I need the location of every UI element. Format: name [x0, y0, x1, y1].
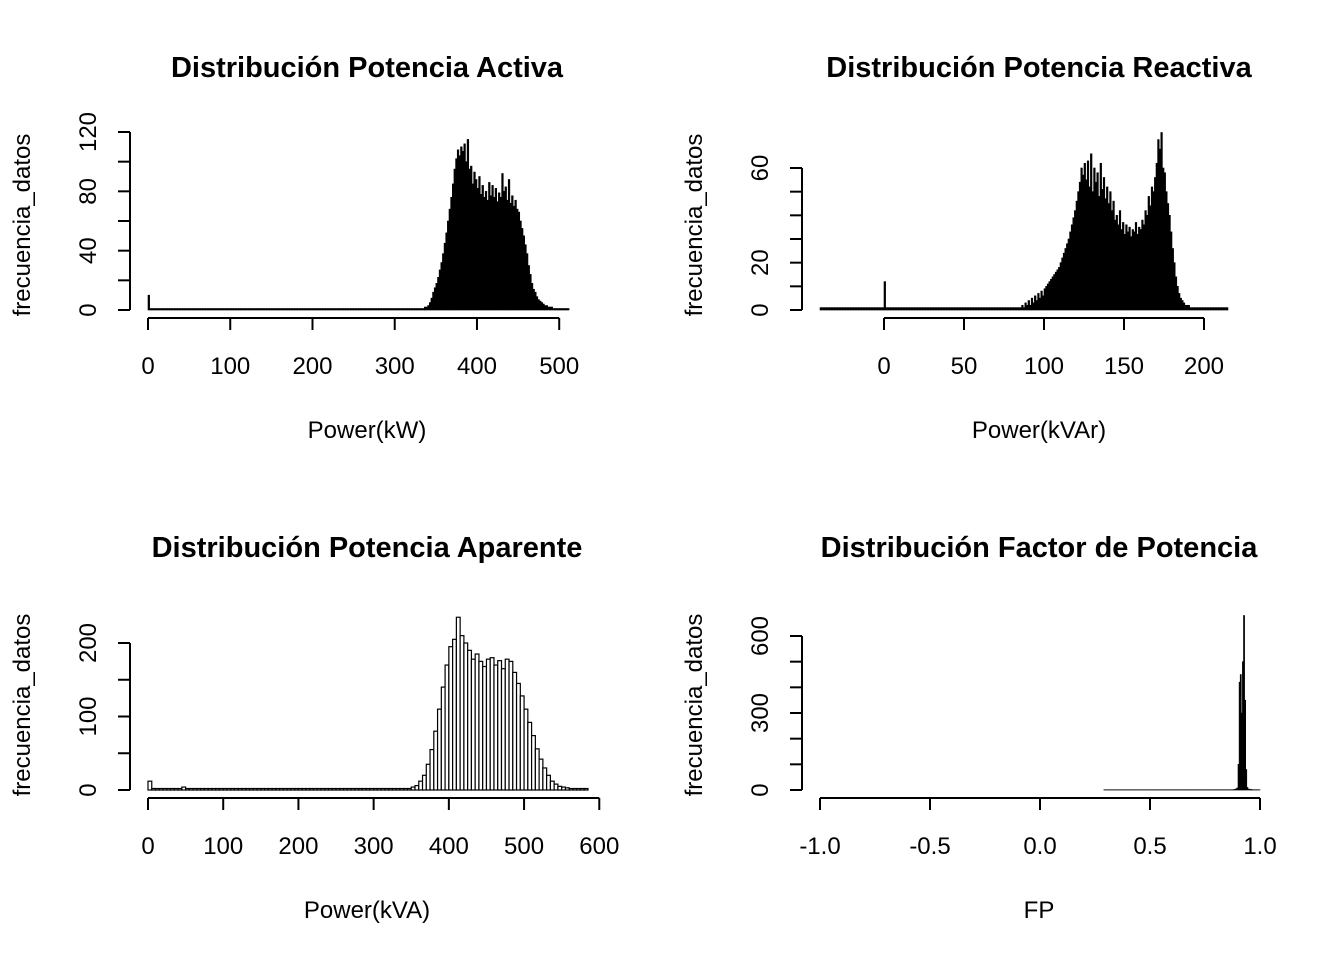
y-tick-label: 0 — [75, 303, 102, 316]
x-tick-label: 0.0 — [1023, 833, 1056, 860]
axes: -1.0 -0.5 0.0 0.5 1.0 0 300 600 — [747, 616, 1277, 860]
histogram-bar — [147, 780, 153, 791]
x-tick-label: 500 — [504, 833, 544, 860]
panel-apparent-power: Distribución Potencia Aparente Power(kVA… — [9, 532, 619, 924]
x-tick-label: 100 — [203, 833, 243, 860]
x-tick-label: 300 — [354, 833, 394, 860]
axes: 0 50 100 150 200 0 20 60 — [747, 155, 1224, 380]
y-tick-label: 40 — [75, 237, 102, 264]
y-tick-label: 120 — [75, 112, 102, 152]
y-tick-label: 0 — [747, 783, 774, 796]
x-tick-label: 200 — [278, 833, 318, 860]
y-axis-label: frecuencia_datos — [681, 134, 708, 317]
bars — [819, 132, 1229, 311]
x-axis-label: Power(kVAr) — [972, 417, 1106, 444]
x-tick-label: 300 — [375, 353, 415, 380]
x-tick-label: 0.5 — [1133, 833, 1166, 860]
bars — [147, 139, 570, 311]
y-tick-label: 60 — [747, 155, 774, 182]
panel-active-power: Distribución Potencia Activa Power(kW) f… — [9, 52, 579, 444]
histogram-bar — [1244, 699, 1246, 791]
histogram-bar — [147, 294, 150, 311]
x-axis-label: Power(kW) — [308, 417, 427, 444]
y-axis-label: frecuencia_datos — [9, 614, 36, 797]
bars — [1103, 615, 1261, 791]
x-tick-label: 600 — [579, 833, 619, 860]
histogram-bar — [1245, 769, 1248, 791]
chart-title: Distribución Factor de Potencia — [821, 532, 1259, 564]
axes: 0 100 200 300 400 500 0 40 80 120 — [75, 112, 579, 380]
y-axis-label: frecuencia_datos — [681, 614, 708, 797]
histogram-bar — [567, 308, 570, 311]
y-tick-label: 300 — [747, 693, 774, 733]
x-tick-label: 1.0 — [1243, 833, 1276, 860]
bars — [147, 616, 589, 791]
x-tick-label: 200 — [292, 353, 332, 380]
x-tick-label: 400 — [457, 353, 497, 380]
histogram-bar — [1226, 307, 1229, 311]
y-axis-label: frecuencia_datos — [9, 134, 36, 317]
panel-power-factor: Distribución Factor de Potencia FP frecu… — [681, 532, 1277, 924]
y-tick-label: 0 — [75, 783, 102, 796]
chart-title: Distribución Potencia Reactiva — [826, 52, 1252, 84]
x-tick-label: 200 — [1184, 353, 1224, 380]
x-tick-label: -1.0 — [799, 833, 840, 860]
x-axis-label: Power(kVA) — [304, 897, 430, 924]
y-tick-label: 80 — [75, 178, 102, 205]
y-tick-label: 200 — [75, 623, 102, 663]
x-tick-label: 400 — [429, 833, 469, 860]
x-tick-label: 0 — [141, 353, 154, 380]
y-tick-label: 20 — [747, 249, 774, 276]
x-tick-label: 150 — [1104, 353, 1144, 380]
x-axis-label: FP — [1024, 897, 1055, 924]
x-tick-label: -0.5 — [909, 833, 950, 860]
y-tick-label: 100 — [75, 696, 102, 736]
x-tick-label: 0 — [141, 833, 154, 860]
chart-title: Distribución Potencia Aparente — [152, 532, 583, 564]
x-tick-label: 100 — [1024, 353, 1064, 380]
x-tick-label: 50 — [951, 353, 978, 380]
axes: 0 100 200 300 400 500 600 0 100 200 — [75, 623, 619, 860]
panel-reactive-power: Distribución Potencia Reactiva Power(kVA… — [681, 52, 1253, 444]
histogram-bar — [583, 787, 589, 791]
x-tick-label: 500 — [539, 353, 579, 380]
y-tick-label: 0 — [747, 303, 774, 316]
histogram-bar — [883, 281, 886, 311]
chart-title: Distribución Potencia Activa — [171, 52, 564, 84]
x-tick-label: 100 — [210, 353, 250, 380]
y-tick-label: 600 — [747, 616, 774, 656]
x-tick-label: 0 — [877, 353, 890, 380]
